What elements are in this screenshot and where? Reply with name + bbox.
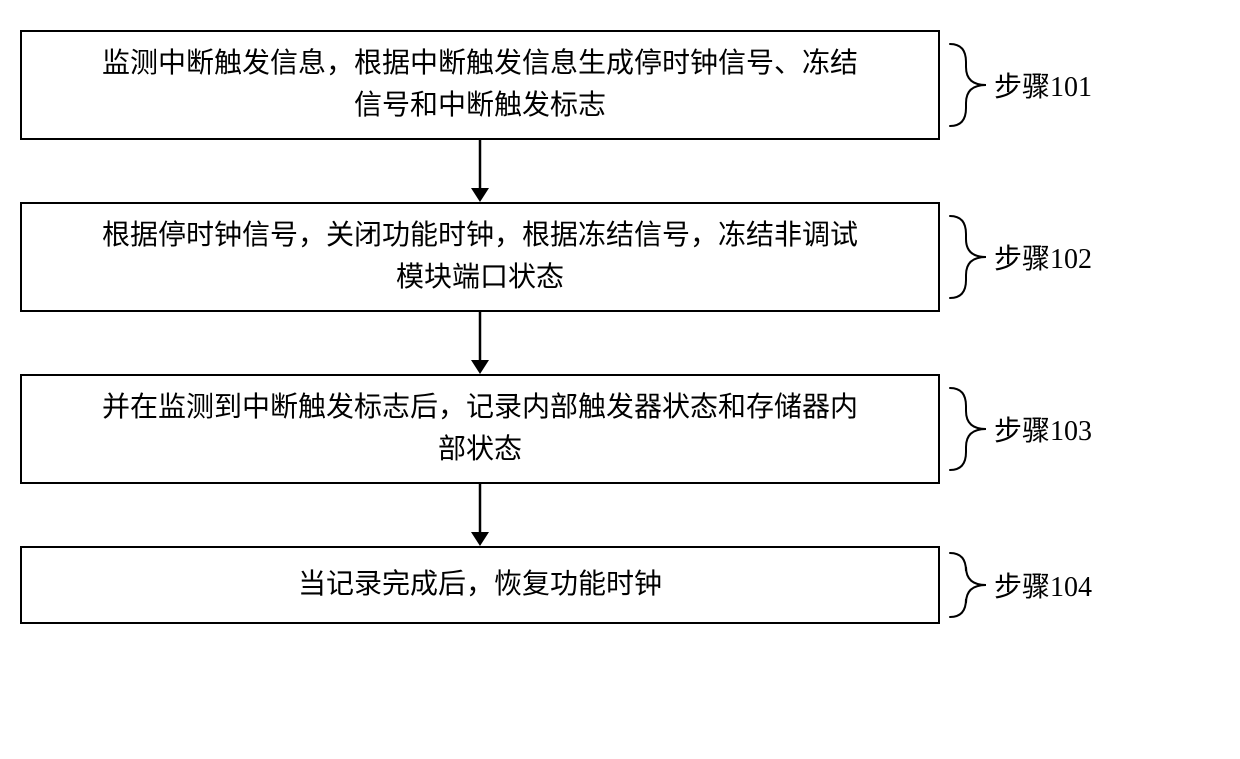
flow-arrow bbox=[20, 140, 940, 202]
step-label: 步骤104 bbox=[994, 565, 1092, 605]
flow-arrow bbox=[20, 312, 940, 374]
brace-icon bbox=[948, 42, 988, 128]
flow-step-text: 监测中断触发信息，根据中断触发信息生成停时钟信号、冻结 bbox=[102, 43, 858, 85]
arrow-down-icon bbox=[469, 140, 491, 202]
flow-step: 监测中断触发信息，根据中断触发信息生成停时钟信号、冻结信号和中断触发标志 步骤10… bbox=[20, 30, 1220, 140]
arrow-down-icon bbox=[469, 484, 491, 546]
flow-step-box: 并在监测到中断触发标志后，记录内部触发器状态和存储器内部状态 bbox=[20, 374, 940, 484]
step-annotation: 步骤101 bbox=[948, 42, 1092, 128]
flow-step: 当记录完成后，恢复功能时钟 步骤104 bbox=[20, 546, 1220, 624]
flow-arrow bbox=[20, 484, 940, 546]
flow-step-box: 根据停时钟信号，关闭功能时钟，根据冻结信号，冻结非调试模块端口状态 bbox=[20, 202, 940, 312]
flow-step: 并在监测到中断触发标志后，记录内部触发器状态和存储器内部状态 步骤103 bbox=[20, 374, 1220, 484]
step-label: 步骤102 bbox=[994, 237, 1092, 277]
flow-step-text: 信号和中断触发标志 bbox=[354, 85, 606, 127]
step-annotation: 步骤102 bbox=[948, 214, 1092, 300]
brace-icon bbox=[948, 214, 988, 300]
flow-step-box: 当记录完成后，恢复功能时钟 bbox=[20, 546, 940, 624]
flow-step-text: 模块端口状态 bbox=[396, 257, 564, 299]
flow-step-text: 根据停时钟信号，关闭功能时钟，根据冻结信号，冻结非调试 bbox=[102, 215, 858, 257]
step-label: 步骤103 bbox=[994, 409, 1092, 449]
flowchart-container: 监测中断触发信息，根据中断触发信息生成停时钟信号、冻结信号和中断触发标志步骤10… bbox=[20, 30, 1220, 624]
flow-step-text: 部状态 bbox=[438, 429, 522, 471]
arrow-down-icon bbox=[469, 312, 491, 374]
brace-icon bbox=[948, 551, 988, 619]
step-label: 步骤101 bbox=[994, 65, 1092, 105]
step-annotation: 步骤104 bbox=[948, 551, 1092, 619]
flow-step: 根据停时钟信号，关闭功能时钟，根据冻结信号，冻结非调试模块端口状态 步骤102 bbox=[20, 202, 1220, 312]
flow-step-text: 当记录完成后，恢复功能时钟 bbox=[298, 564, 662, 606]
flow-step-box: 监测中断触发信息，根据中断触发信息生成停时钟信号、冻结信号和中断触发标志 bbox=[20, 30, 940, 140]
step-annotation: 步骤103 bbox=[948, 386, 1092, 472]
flow-step-text: 并在监测到中断触发标志后，记录内部触发器状态和存储器内 bbox=[102, 387, 858, 429]
brace-icon bbox=[948, 386, 988, 472]
